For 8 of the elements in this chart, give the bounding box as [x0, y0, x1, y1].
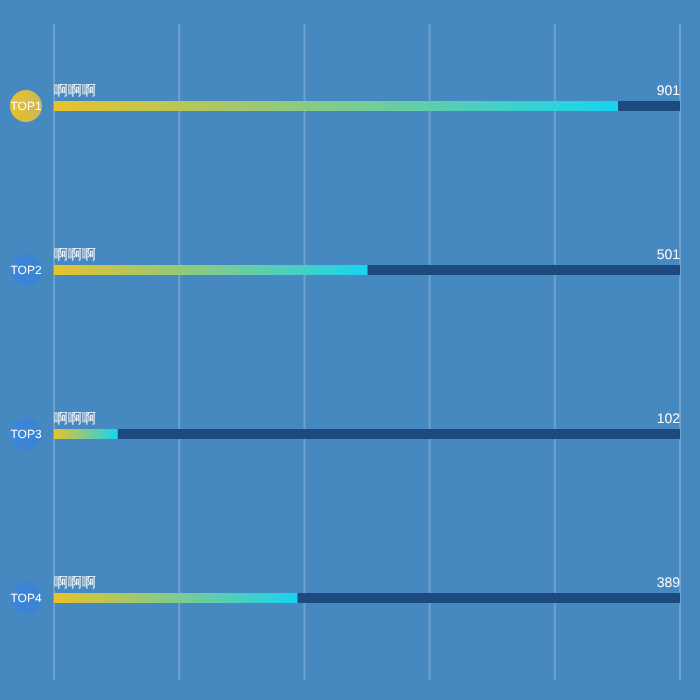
bar: [54, 429, 118, 439]
bar: [117, 429, 680, 439]
bar: [54, 101, 619, 111]
bar: [618, 101, 680, 111]
bar: [367, 265, 680, 275]
bar: [54, 593, 298, 603]
bar: [297, 593, 680, 603]
bar: [54, 265, 368, 275]
